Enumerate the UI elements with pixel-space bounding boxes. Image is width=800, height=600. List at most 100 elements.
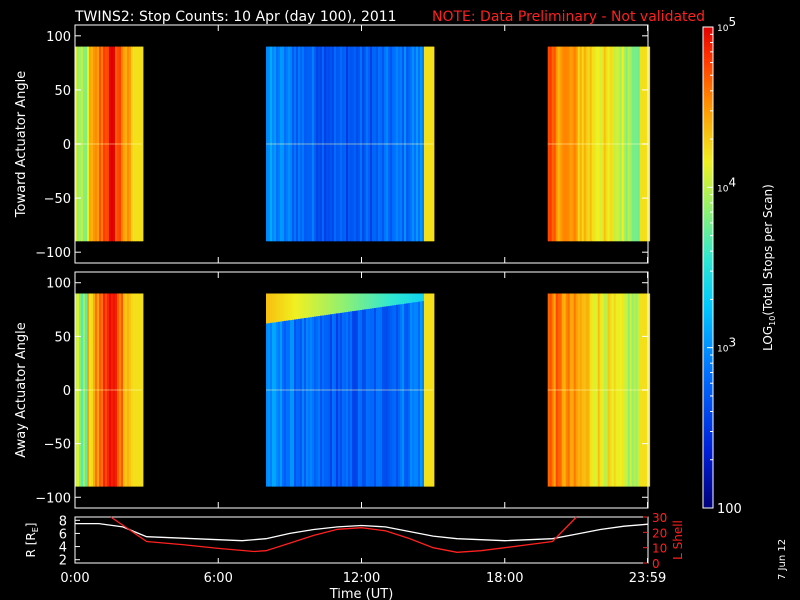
heatmap-column xyxy=(593,293,597,487)
heatmap-column xyxy=(412,46,415,242)
heatmap-band xyxy=(328,293,331,315)
heatmap-column xyxy=(547,293,551,487)
zero-angle-streak xyxy=(75,389,142,391)
heatmap-column xyxy=(362,293,365,487)
heatmap-column xyxy=(617,46,621,242)
heatmap-column xyxy=(81,293,84,487)
heatmap-column xyxy=(83,293,86,487)
heatmap-column xyxy=(432,46,435,242)
heatmap-column xyxy=(380,293,383,487)
heatmap-band xyxy=(346,293,349,312)
heatmap-column xyxy=(93,293,96,487)
y-tick-label: 100 xyxy=(46,30,71,45)
heatmap-column xyxy=(105,46,108,242)
heatmap-column xyxy=(597,46,601,242)
heatmap-column xyxy=(625,293,629,487)
heatmap-column xyxy=(356,293,359,487)
heatmap-column xyxy=(406,293,409,487)
heatmap-column xyxy=(324,46,327,242)
left-axis-label-end: ] xyxy=(24,523,38,528)
heatmap-band xyxy=(348,293,351,312)
heatmap-column xyxy=(117,293,120,487)
heatmap-column xyxy=(314,46,317,242)
heatmap-band xyxy=(292,293,295,320)
heatmap-column xyxy=(318,293,321,487)
heatmap-column xyxy=(93,46,96,242)
heatmap-column xyxy=(284,46,287,242)
heatmap-column xyxy=(647,293,651,487)
heatmap-column xyxy=(404,46,407,242)
heatmap-column xyxy=(372,293,375,487)
heatmap-band xyxy=(294,293,297,320)
heatmap-column xyxy=(350,293,353,487)
heatmap-column xyxy=(316,293,319,487)
heatmap-band xyxy=(338,293,341,314)
heatmap-column xyxy=(613,293,617,487)
heatmap-band xyxy=(282,293,285,322)
heatmap-column xyxy=(340,293,343,487)
heatmap-column xyxy=(364,46,367,242)
heatmap-band xyxy=(366,293,369,310)
heatmap-column xyxy=(338,46,341,242)
heatmap-column xyxy=(87,293,90,487)
heatmap-column xyxy=(306,46,309,242)
heatmap-column xyxy=(601,46,605,242)
heatmap-column xyxy=(368,293,371,487)
right-y-tick-label: 20 xyxy=(652,526,667,540)
heatmap-column xyxy=(585,293,589,487)
heatmap-band xyxy=(274,293,277,323)
heatmap-column xyxy=(274,293,277,487)
heatmap-band xyxy=(332,293,335,314)
heatmap-column xyxy=(583,293,587,487)
heatmap-band xyxy=(372,293,375,309)
heatmap-column xyxy=(388,293,391,487)
heatmap-band xyxy=(412,293,415,303)
heatmap-column xyxy=(589,293,593,487)
heatmap-column xyxy=(603,293,607,487)
heatmap-column xyxy=(559,293,563,487)
heatmap-column xyxy=(563,46,567,242)
colorbar-tick-base: 10 xyxy=(717,184,729,194)
heatmap-column xyxy=(334,293,337,487)
heatmap-column xyxy=(320,293,323,487)
heatmap-column xyxy=(577,293,581,487)
heatmap-band xyxy=(416,293,419,302)
heatmap-column xyxy=(549,46,553,242)
colorbar-label-rest: (Total Stops per Scan) xyxy=(761,184,775,315)
heatmap-column xyxy=(352,293,355,487)
heatmap-column xyxy=(125,46,128,242)
heatmap-band xyxy=(336,293,339,314)
colorbar-tick-exp: 4 xyxy=(728,175,736,189)
heatmap-column xyxy=(607,46,611,242)
heatmap-band xyxy=(388,293,391,306)
heatmap-band xyxy=(406,293,409,304)
heatmap-column xyxy=(366,46,369,242)
heatmap-column xyxy=(605,46,609,242)
heatmap-column xyxy=(426,46,429,242)
zero-angle-streak xyxy=(266,143,434,145)
colorbar-scale xyxy=(702,26,714,509)
heatmap-column xyxy=(573,293,577,487)
heatmap-column xyxy=(103,293,106,487)
heatmap-column xyxy=(111,46,114,242)
heatmap-column xyxy=(298,46,301,242)
preliminary-note: NOTE: Data Preliminary - Not validated xyxy=(432,9,705,25)
heatmap-column xyxy=(609,293,613,487)
heatmap-cells xyxy=(75,293,651,487)
heatmap-column xyxy=(573,46,577,242)
heatmap-column xyxy=(555,293,559,487)
heatmap-column xyxy=(87,46,90,242)
heatmap-column xyxy=(83,46,86,242)
heatmap-column xyxy=(101,46,104,242)
heatmap-column xyxy=(599,293,603,487)
heatmap-column xyxy=(294,293,297,487)
heatmap-column xyxy=(639,293,643,487)
heatmap-band xyxy=(420,293,423,302)
heatmap-band xyxy=(326,293,329,315)
heatmap-column xyxy=(422,46,425,242)
y-tick-label: −50 xyxy=(44,438,71,453)
heatmap-band xyxy=(386,293,389,307)
heatmap-band xyxy=(320,293,323,316)
heatmap-column xyxy=(137,46,140,242)
right-axis-label: L Shell xyxy=(671,520,685,560)
